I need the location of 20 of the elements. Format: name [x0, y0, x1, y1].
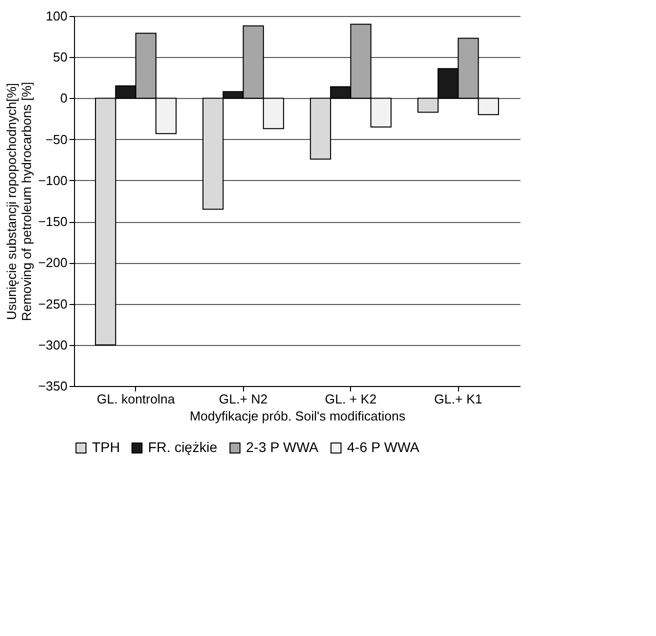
y-tick-label: −350 [38, 378, 68, 394]
y-axis-title: Usunięcie substancji ropopochodnych[%] Removing of petroleum hydrocarbons [%] [4, 82, 34, 322]
y-tick-label: −50 [45, 132, 68, 147]
y-tick-label: 50 [53, 50, 68, 65]
x-tick-label: GL. + K2 [324, 392, 377, 406]
y-tick-label: −250 [38, 296, 68, 312]
x-axis-title: Modyfikacje prób. Soil's modifications [190, 408, 406, 424]
y-tick-label: −150 [38, 214, 68, 230]
legend-label: 2-3 P WWA [246, 439, 320, 455]
legend-label: TPH [92, 439, 120, 455]
x-tick-label: GL. kontrolna [96, 392, 176, 406]
y-tick-label: −100 [38, 172, 68, 188]
y-tick-label: −200 [38, 255, 68, 270]
y-tick-label: 0 [60, 90, 68, 106]
y-tick-label: −300 [38, 337, 68, 352]
x-tick-label: GL.+ K1 [434, 392, 482, 406]
x-tick-label: GL.+ N2 [218, 392, 268, 406]
y-tick-label: 100 [46, 8, 68, 24]
legend-label: FR. ciężkie [148, 439, 218, 455]
legend-label: 4-6 P WWA [347, 439, 420, 455]
